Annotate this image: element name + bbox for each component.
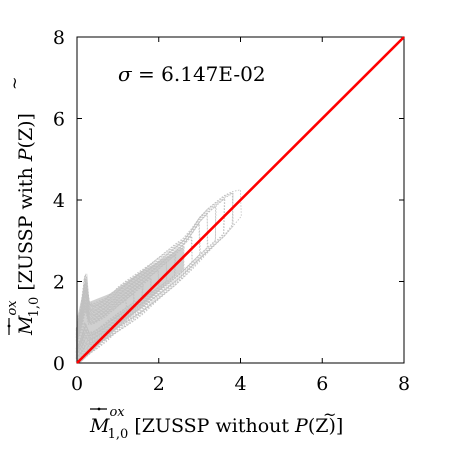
y-tick-label: 8 bbox=[53, 27, 65, 49]
scatter-contour bbox=[76, 191, 234, 364]
axis-ticks bbox=[76, 36, 405, 364]
y-tick-label: 2 bbox=[53, 272, 65, 294]
svg-text:~: ~ bbox=[323, 405, 336, 424]
x-tick-label: 4 bbox=[234, 373, 246, 395]
scatter-cloud bbox=[75, 189, 242, 364]
x-tick-label: 8 bbox=[398, 373, 410, 395]
x-tick-label: 2 bbox=[153, 373, 165, 395]
svg-text:~: ~ bbox=[5, 77, 24, 90]
y-tick-label: 6 bbox=[53, 109, 65, 131]
y-tick-label: 4 bbox=[53, 190, 65, 212]
scatter-contour bbox=[76, 189, 242, 364]
tick-labels: 0 2 4 6 8 0 2 4 6 8 bbox=[53, 27, 410, 395]
x-tick-label: 0 bbox=[71, 373, 83, 395]
reference-line bbox=[76, 36, 405, 364]
y-tick-label: 0 bbox=[53, 353, 65, 375]
scatter-dense-region bbox=[77, 246, 184, 363]
x-axis-label: Mox 1,0 [ZUSSP without P(Z)] ~ bbox=[89, 405, 343, 442]
x-tick-label: 6 bbox=[316, 373, 328, 395]
sigma-annotation: σ = 6.147E-02 bbox=[118, 62, 266, 86]
y-axis-label: Mox 1,0[ZUSSP with P(Z)] ~ bbox=[5, 77, 42, 336]
